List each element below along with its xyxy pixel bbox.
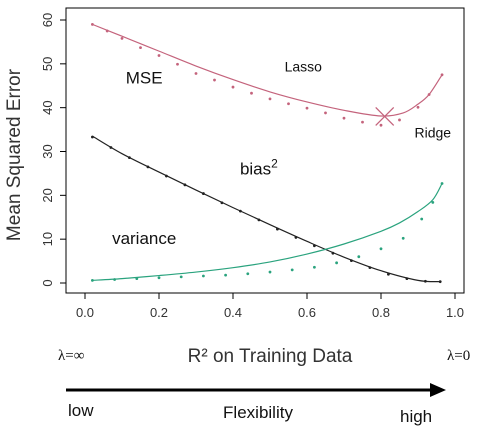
flexibility-low-label: low [68, 401, 94, 420]
mse-point [398, 118, 401, 122]
bias-squared-point [276, 227, 279, 231]
flexibility-arrow-head [430, 383, 446, 397]
mse-curve [92, 23, 443, 117]
bias-squared-point [165, 174, 168, 178]
variance-point [113, 278, 116, 281]
bias-squared-point [331, 251, 335, 255]
variance-point [431, 200, 435, 204]
superscript-two: 2 [271, 156, 278, 170]
variance-point [401, 236, 405, 240]
variance-annotation: variance [112, 229, 176, 248]
bias-squared-point [220, 201, 224, 205]
variance-point [179, 275, 183, 279]
bias-squared-curve [92, 135, 441, 283]
mse-point [139, 46, 142, 50]
mse-annotation: MSE [126, 69, 163, 88]
minimum-mse-marker [375, 106, 395, 126]
mse-point [250, 91, 253, 95]
mse-point [440, 73, 444, 77]
bias-squared-point [183, 183, 187, 187]
lasso-annotation: Lasso [285, 58, 323, 74]
ridge-annotation: Ridge [415, 124, 452, 140]
bias-squared-point [313, 244, 316, 248]
bias-squared-point [146, 165, 150, 169]
variance-point [335, 261, 338, 265]
mse-point [157, 54, 161, 57]
mse-point [231, 85, 235, 89]
x-tick-label: 0.8 [372, 305, 390, 320]
bias-squared-point [438, 280, 442, 284]
variance-point [135, 277, 139, 281]
mse-point [176, 62, 179, 66]
mse-point [105, 29, 109, 33]
mse-point [268, 97, 272, 101]
y-tick-label: 50 [40, 57, 55, 71]
mse-point [361, 120, 364, 124]
y-tick-label: 20 [40, 188, 55, 202]
variance-point [379, 247, 383, 251]
bias-squared-point [405, 277, 409, 281]
bias-squared-point [239, 209, 242, 213]
bias-squared-point [127, 156, 131, 160]
mse-point [120, 37, 124, 40]
marker-stroke [375, 106, 395, 126]
bias-squared-point [350, 259, 353, 263]
variance-point [420, 217, 424, 221]
bias-squared-point [424, 279, 427, 283]
flexibility-high-label: high [400, 407, 432, 426]
variance-point [313, 265, 316, 269]
variance-point [157, 276, 161, 280]
bias-squared-point [109, 146, 113, 149]
variance-point [357, 255, 361, 259]
y-tick-label: 0 [40, 279, 55, 286]
flexibility-title-label: Flexibility [223, 403, 293, 422]
mse-point [213, 78, 216, 82]
variance-point [91, 278, 94, 282]
variance-point [268, 270, 272, 274]
y-axis-label: Mean Squared Error [4, 68, 25, 241]
y-tick-label: 40 [40, 100, 55, 114]
y-tick-label: 60 [40, 13, 55, 27]
x-axis-label: R² on Training Data [188, 346, 353, 367]
mse-point [287, 102, 290, 106]
plot-frame [65, 7, 465, 294]
mse-point [379, 123, 383, 127]
variance-point [202, 274, 205, 278]
x-tick-label: 0.4 [224, 305, 242, 320]
y-tick-label: 10 [40, 232, 55, 246]
bias-squared-point [387, 272, 390, 276]
bias-squared-point [91, 135, 94, 139]
variance-point [440, 182, 444, 185]
lambda-infinity-label: λ=∞ [58, 348, 84, 364]
x-tick-label: 1.0 [446, 305, 464, 320]
mse-point [427, 93, 431, 96]
mse-point [194, 72, 198, 75]
mse-point [324, 111, 327, 115]
lambda-zero-label: λ=0 [447, 348, 470, 364]
mse-point [305, 106, 309, 110]
variance-point [246, 272, 250, 276]
x-tick-label: 0.2 [150, 305, 168, 320]
variance-curve [92, 183, 443, 281]
mse-point [91, 22, 94, 26]
bias-sq-annotation: bias2 [240, 156, 278, 178]
y-tick-label: 30 [40, 144, 55, 158]
bias-squared-point [294, 236, 298, 239]
bias-squared-point [368, 266, 372, 270]
variance-point [290, 268, 294, 272]
bias-squared-point [202, 192, 205, 195]
variance-point [224, 273, 228, 277]
mse-point [342, 116, 346, 120]
x-tick-label: 0.6 [298, 305, 316, 320]
bias-squared-point [257, 218, 261, 222]
mse-point [416, 105, 420, 109]
x-tick-label: 0.0 [76, 305, 94, 320]
